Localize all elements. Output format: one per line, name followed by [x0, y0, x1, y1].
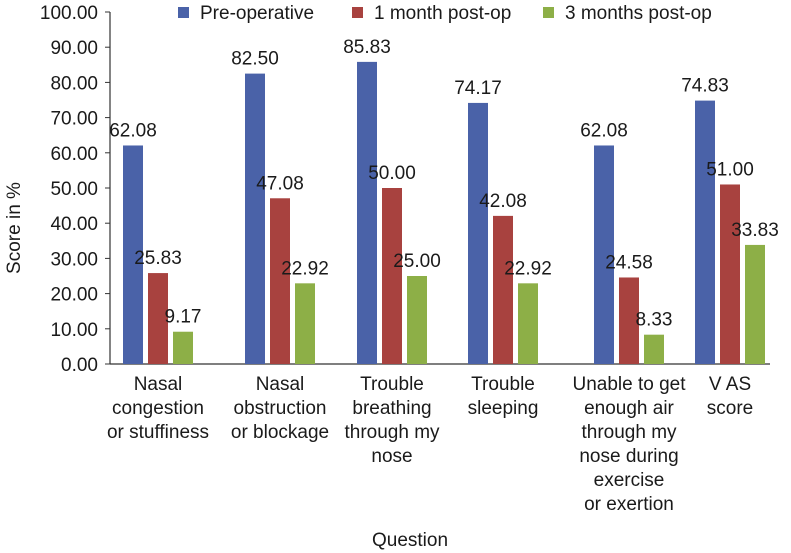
category-label-line: Unable to get	[572, 374, 686, 395]
data-label: 85.83	[343, 37, 391, 58]
y-tick-label: 40.00	[50, 214, 98, 235]
category-label-line: sleeping	[468, 398, 539, 419]
category-label-line: or exertion	[584, 494, 674, 515]
category-label: Nasal obstruction or blockage	[231, 374, 329, 443]
y-tick-label: 20.00	[50, 285, 98, 306]
category-label-line: nose	[371, 446, 412, 467]
bar-pre-operative-2	[357, 61, 377, 365]
bar-3-months-post-op-4	[644, 334, 664, 364]
x-axis-title: Question	[372, 530, 448, 551]
data-label: 82.50	[231, 49, 279, 70]
data-label: 42.08	[479, 191, 527, 212]
category-label-line: nose during	[579, 446, 678, 467]
data-label: 9.17	[165, 307, 202, 328]
category-label-line: breathing	[352, 398, 431, 419]
bar-3-months-post-op-3	[518, 283, 538, 364]
category-label-line: Nasal	[134, 374, 183, 395]
data-label: 25.00	[393, 251, 441, 272]
y-axis-ticks: 0.00 10.00 20.00 30.00 40.00 50.00 60.00 70.00 8…	[40, 3, 110, 376]
category-label: Trouble sleeping	[468, 374, 539, 419]
data-label: 74.17	[454, 78, 502, 99]
data-label: 47.08	[256, 173, 304, 194]
bar-1-month-post-op-3	[493, 215, 513, 364]
y-tick-label: 0.00	[61, 355, 98, 376]
legend-swatch	[543, 7, 554, 18]
category-label-line: score	[707, 398, 753, 419]
data-labels: 62.08 82.50 85.83 74.17 62.08 74.83 25.83 47.08…	[109, 37, 779, 331]
bar-1-month-post-op-4	[619, 277, 639, 364]
category-label-line: congestion	[112, 398, 204, 419]
legend-swatch	[178, 7, 189, 18]
bar-1-month-post-op-0	[148, 273, 168, 364]
bar-pre-operative-3	[468, 102, 488, 364]
category-label-line: exercise	[594, 470, 665, 491]
bar-1-month-post-op-5	[720, 184, 740, 364]
y-tick-label: 100.00	[40, 3, 98, 24]
legend-label: 3 months post-op	[565, 3, 712, 24]
category-labels: Nasal congestion or stuffiness Nasal obstruc…	[107, 374, 753, 515]
category-label-line: Nasal	[256, 374, 305, 395]
y-axis-title: Score in %	[4, 182, 25, 274]
y-tick-label: 10.00	[50, 320, 98, 341]
category-label-line: through my	[581, 422, 677, 443]
bar-pre-operative-1	[245, 73, 265, 364]
y-tick-label: 30.00	[50, 249, 98, 270]
y-tick-label: 90.00	[50, 38, 98, 59]
data-label: 62.08	[580, 120, 628, 141]
category-label-line: V AS	[709, 374, 751, 395]
bar-pre-operative-4	[594, 145, 614, 364]
category-label: Nasal congestion or stuffiness	[107, 374, 209, 443]
category-label-line: through my	[344, 422, 440, 443]
bar-pre-operative-5	[695, 100, 715, 365]
category-label-line: or stuffiness	[107, 422, 209, 443]
bar-3-months-post-op-5	[745, 244, 765, 364]
legend: Pre-operative 1 month post-op 3 months pos…	[178, 3, 712, 24]
category-label: Trouble breathing through my nose	[344, 374, 440, 467]
category-label-line: or blockage	[231, 422, 329, 443]
legend-label: Pre-operative	[200, 3, 314, 24]
data-label: 74.83	[681, 76, 729, 97]
legend-label: 1 month post-op	[374, 3, 511, 24]
data-label: 33.83	[731, 220, 779, 241]
category-label-line: Trouble	[360, 374, 424, 395]
data-label: 50.00	[368, 163, 416, 184]
y-tick-label: 50.00	[50, 179, 98, 200]
data-label: 25.83	[134, 248, 182, 269]
data-label: 8.33	[636, 310, 673, 331]
data-label: 51.00	[706, 159, 754, 180]
category-label-line: enough air	[584, 398, 674, 419]
category-label: Unable to get enough air through my nose du…	[572, 374, 686, 515]
bar-1-month-post-op-2	[382, 188, 402, 364]
bar-pre-operative-0	[123, 145, 143, 364]
data-label: 24.58	[605, 252, 653, 273]
category-label-line: obstruction	[234, 398, 327, 419]
bars	[123, 61, 765, 365]
data-label: 22.92	[504, 258, 552, 279]
bar-3-months-post-op-2	[407, 276, 427, 364]
bar-3-months-post-op-0	[173, 331, 193, 364]
y-tick-label: 60.00	[50, 144, 98, 165]
legend-swatch	[352, 7, 363, 18]
bar-1-month-post-op-1	[270, 198, 290, 364]
data-label: 22.92	[281, 258, 329, 279]
bar-3-months-post-op-1	[295, 283, 315, 364]
category-label-line: Trouble	[471, 374, 535, 395]
y-tick-label: 80.00	[50, 73, 98, 94]
y-tick-label: 70.00	[50, 109, 98, 130]
category-label: V AS score	[707, 374, 753, 419]
data-label: 62.08	[109, 120, 157, 141]
